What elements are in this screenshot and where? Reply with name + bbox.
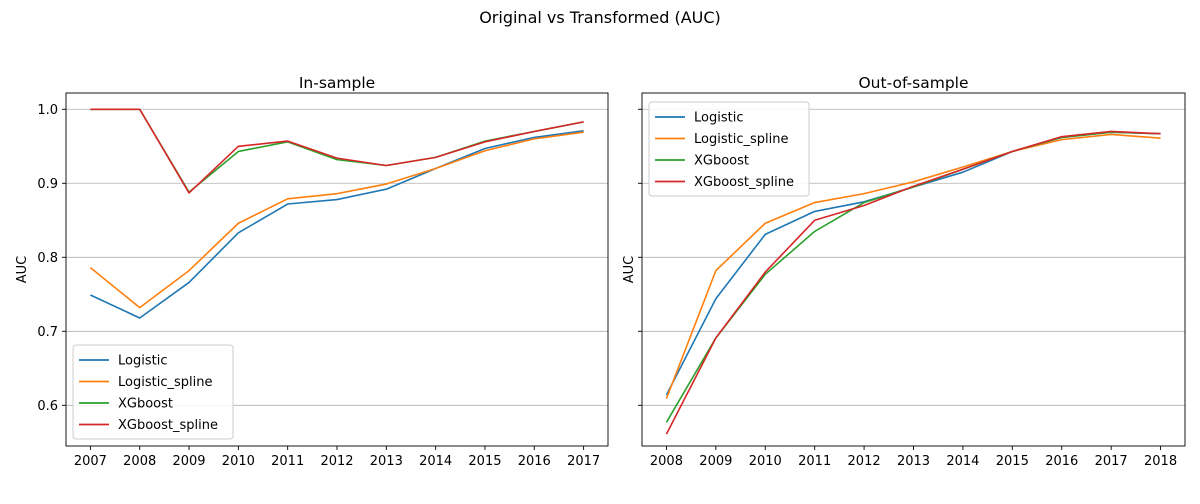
x-tick-label: 2018 bbox=[1144, 454, 1177, 469]
x-tick-label: 2010 bbox=[749, 454, 782, 469]
x-tick-label: 2009 bbox=[699, 454, 732, 469]
series-line-logistic-spline bbox=[89, 131, 584, 309]
x-tick-label: 2011 bbox=[798, 454, 831, 469]
legend-label: Logistic bbox=[694, 111, 743, 126]
y-tick-label: 1.0 bbox=[37, 103, 58, 118]
legend-box bbox=[648, 101, 810, 197]
legend-box bbox=[72, 344, 234, 440]
x-tick-label: 2017 bbox=[1095, 454, 1128, 469]
x-tick-label: 2012 bbox=[848, 454, 881, 469]
x-tick-label: 2016 bbox=[518, 454, 551, 469]
x-tick-label: 2017 bbox=[567, 454, 600, 469]
series-line-logistic-spline bbox=[665, 133, 1161, 399]
chart-panel-2: 2008 2009 2010 2011 2012 2013 2014 2015 2016 2017… bbox=[622, 74, 1186, 469]
legend-label: XGboost_spline bbox=[694, 175, 794, 190]
y-tick-label: 0.9 bbox=[37, 177, 58, 192]
y-tick-label: 0.7 bbox=[37, 325, 58, 340]
legend: Logistic Logistic_spline XGboost XGboost_sp… bbox=[72, 344, 234, 440]
x-tick-label: 2007 bbox=[74, 454, 107, 469]
panel-title: Out-of-sample bbox=[858, 74, 968, 92]
legend-label: XGboost_spline bbox=[118, 418, 218, 433]
y-axis-label: AUC bbox=[622, 256, 637, 284]
x-tick-label: 2012 bbox=[320, 454, 353, 469]
x-tick-label: 2014 bbox=[946, 454, 979, 469]
legend-label: Logistic_spline bbox=[118, 375, 212, 390]
series-line-xgboost-spline bbox=[90, 108, 584, 194]
y-tick-label: 0.6 bbox=[37, 399, 58, 414]
x-tick-label: 2013 bbox=[897, 454, 930, 469]
x-tick-label: 2008 bbox=[650, 454, 683, 469]
x-tick-label: 2015 bbox=[468, 454, 501, 469]
chart-panel-1: 2007 2008 2009 2010 2011 2012 2013 2014 2015 2016… bbox=[15, 74, 609, 469]
x-tick-label: 2013 bbox=[370, 454, 403, 469]
x-tick-label: 2016 bbox=[1045, 454, 1078, 469]
series-line-xgboost-spline bbox=[665, 130, 1161, 435]
x-tick-label: 2008 bbox=[123, 454, 156, 469]
x-tick-label: 2010 bbox=[222, 454, 255, 469]
figure-title: Original vs Transformed (AUC) bbox=[479, 8, 721, 27]
x-tick-label: 2014 bbox=[419, 454, 452, 469]
y-axis-label: AUC bbox=[15, 256, 30, 284]
y-tick-label: 0.8 bbox=[37, 251, 58, 266]
series-line-logistic bbox=[90, 129, 584, 319]
legend-label: Logistic_spline bbox=[694, 132, 788, 147]
x-tick-label: 2009 bbox=[172, 454, 205, 469]
x-tick-label: 2015 bbox=[996, 454, 1029, 469]
legend-label: Logistic bbox=[118, 354, 167, 369]
legend: Logistic Logistic_spline XGboost XGboost_sp… bbox=[648, 101, 810, 197]
panel-title: In-sample bbox=[299, 74, 375, 92]
legend-label: XGboost bbox=[694, 154, 749, 169]
x-tick-label: 2011 bbox=[271, 454, 304, 469]
legend-label: XGboost bbox=[118, 397, 173, 412]
